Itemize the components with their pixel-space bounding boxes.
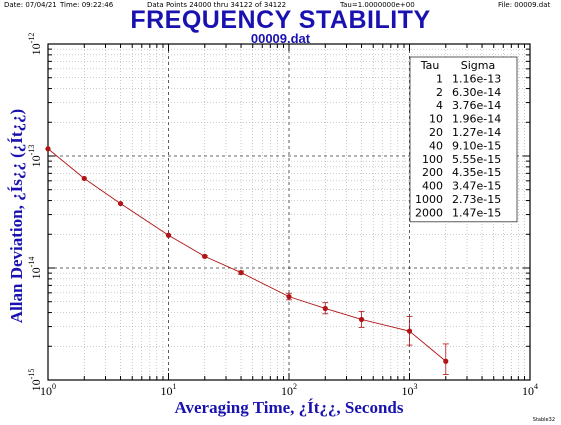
data-point xyxy=(81,175,87,182)
data-point xyxy=(358,316,365,323)
table-cell-tau: 1 xyxy=(436,72,443,85)
data-point xyxy=(238,269,244,276)
table-header-sigma: Sigma xyxy=(461,59,495,72)
table-cell-sigma: 6.30e-14 xyxy=(452,86,501,99)
table-cell-tau: 2000 xyxy=(415,206,443,219)
y-tick-label: 10-14 xyxy=(27,257,43,280)
table-cell-tau: 40 xyxy=(429,139,443,152)
y-tick-label: 10-12 xyxy=(27,33,43,56)
data-point xyxy=(202,253,208,259)
y-axis-label: Allan Deviation, ¿Ís¿¿ (¿Ít¿¿) xyxy=(7,109,26,323)
header-tau: Tau=1.0000000e+00 xyxy=(340,1,415,9)
table-cell-tau: 400 xyxy=(422,180,443,193)
table-cell-sigma: 1.16e-13 xyxy=(452,72,501,85)
x-tick-label: 101 xyxy=(161,382,177,398)
header-file: File: 00009.dat xyxy=(498,1,551,9)
table-cell-tau: 200 xyxy=(422,166,443,179)
header-time: Time: 09:22:46 xyxy=(60,1,114,9)
table-cell-sigma: 1.27e-14 xyxy=(452,126,501,139)
chart-subtitle: 00009.dat xyxy=(250,31,311,46)
data-point xyxy=(286,294,292,300)
x-tick-label: 102 xyxy=(281,382,297,398)
tau-sigma-table xyxy=(409,56,518,223)
x-axis-label: Averaging Time, ¿Ít¿¿, Seconds xyxy=(174,398,403,417)
header-data-points: Data Points 24000 thru 34122 of 34122 xyxy=(147,1,287,9)
table-cell-tau: 10 xyxy=(429,113,443,126)
table-cell-sigma: 9.10e-15 xyxy=(452,139,501,152)
y-tick-label: 10-13 xyxy=(27,145,43,168)
table-cell-sigma: 3.47e-15 xyxy=(452,180,501,193)
software-signature: Stable32 xyxy=(532,417,555,423)
chart-title: FREQUENCY STABILITY xyxy=(130,6,431,34)
data-point xyxy=(443,358,449,364)
table-cell-tau: 20 xyxy=(429,126,443,139)
table-cell-sigma: 1.47e-15 xyxy=(452,206,501,219)
data-point xyxy=(406,328,413,334)
table-cell-tau: 4 xyxy=(436,99,443,112)
x-tick-label: 104 xyxy=(522,382,538,398)
y-tick-label: 10-15 xyxy=(27,369,43,392)
table-cell-sigma: 4.35e-15 xyxy=(452,166,501,179)
data-point xyxy=(45,146,51,152)
table-cell-sigma: 5.55e-15 xyxy=(452,153,501,166)
table-cell-tau: 100 xyxy=(422,153,443,166)
data-point xyxy=(117,200,124,207)
header-date: Date: 07/04/21 xyxy=(4,1,57,9)
data-point xyxy=(165,232,172,238)
x-tick-label: 103 xyxy=(402,382,418,398)
table-cell-sigma: 2.73e-15 xyxy=(452,193,501,206)
table-cell-tau: 1000 xyxy=(415,193,443,206)
table-cell-tau: 2 xyxy=(436,86,443,99)
table-header-tau: Tau xyxy=(420,59,440,72)
table-cell-sigma: 3.76e-14 xyxy=(452,99,501,112)
table-cell-sigma: 1.96e-14 xyxy=(452,113,501,126)
data-point xyxy=(322,305,328,312)
